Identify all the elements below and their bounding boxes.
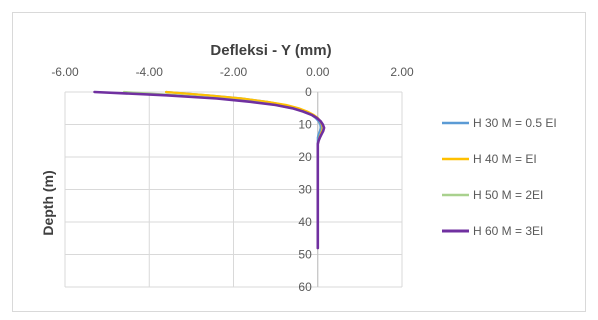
legend-label-2: H 40 M = EI [473, 152, 537, 166]
chart-svg: -6.00 -4.00 -2.00 0.00 2.00 0 10 20 30 40 50 60 Def… [40, 42, 557, 294]
y-tick-label: 20 [298, 150, 312, 164]
series-line-3 [122, 90, 325, 250]
y-axis-label: Depth (m) [40, 170, 56, 235]
x-tick-label: -6.00 [51, 65, 79, 79]
tick-layer: -6.00 -4.00 -2.00 0.00 2.00 0 10 20 30 40 50 60 [51, 65, 414, 294]
legend-label-3: H 50 M = 2EI [473, 188, 543, 202]
legend-label-4: H 60 M = 3EI [473, 224, 543, 238]
legend: H 30 M = 0.5 EI H 40 M = EI H 50 M = 2EI H … [442, 116, 557, 238]
y-tick-label: 50 [298, 248, 312, 262]
y-tick-label: 40 [298, 215, 312, 229]
x-tick-label: -2.00 [220, 65, 248, 79]
chart-title: Defleksi - Y (mm) [210, 42, 331, 59]
y-tick-label: 10 [298, 118, 312, 132]
y-tick-label: 0 [305, 85, 312, 99]
y-tick-label: 60 [298, 280, 312, 294]
x-tick-label: 0.00 [306, 65, 330, 79]
series-layer [93, 90, 326, 250]
x-tick-label: -4.00 [136, 65, 164, 79]
series-line-4 [93, 90, 326, 250]
y-tick-label: 30 [298, 183, 312, 197]
legend-label-1: H 30 M = 0.5 EI [473, 116, 557, 130]
chart-area: -6.00 -4.00 -2.00 0.00 2.00 0 10 20 30 40 50 60 Def… [12, 12, 586, 312]
x-tick-label: 2.00 [390, 65, 414, 79]
grid-layer [64, 91, 403, 288]
